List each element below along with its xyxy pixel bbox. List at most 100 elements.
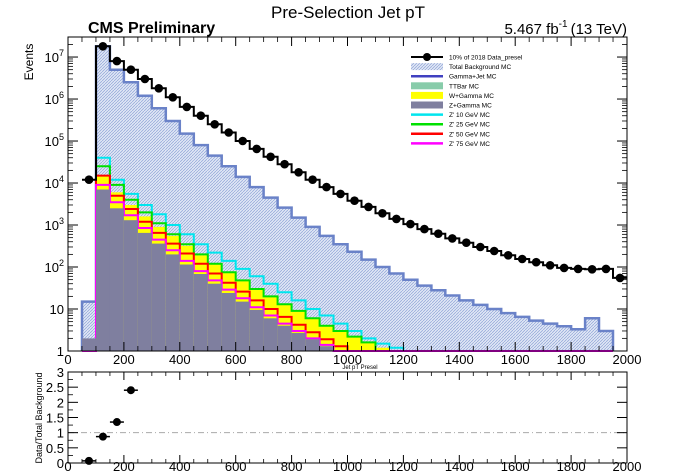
data-point: [406, 219, 415, 229]
ratio-y-tick-label: 2.5: [46, 380, 64, 395]
data-point: [210, 120, 219, 129]
total-bg-bin: [375, 267, 390, 351]
data-point: [434, 229, 443, 238]
ratio-y-tick-label: 0.5: [46, 441, 64, 456]
legend-label: Gamma+Jet MC: [449, 74, 497, 81]
total-bg-bin: [515, 316, 530, 351]
total-bg-bin: [585, 318, 600, 351]
total-bg-bin: [445, 295, 460, 351]
data-point: [322, 182, 331, 192]
total-bg-bin: [571, 329, 586, 351]
x-tick-label: 1400: [445, 459, 474, 472]
data-point: [476, 242, 485, 252]
stack-bin: [277, 325, 292, 351]
total-bg-bin: [389, 273, 404, 351]
data-point: [350, 196, 359, 205]
x-tick-label: 400: [169, 352, 191, 367]
ratio-y-tick-label: 1: [57, 426, 64, 441]
data-point: [154, 84, 164, 93]
luminosity-exponent: -1: [559, 19, 568, 30]
total-bg-outline: [80, 45, 615, 351]
total-bg-bin: [473, 304, 488, 351]
legend-entry: Z' 25 GeV MC: [411, 122, 490, 129]
total-bg-bin: [347, 251, 362, 351]
legend-entry: Z' 10 GeV MC: [411, 112, 490, 119]
histogram-content: [80, 42, 627, 352]
stack-bin: [109, 208, 124, 351]
data-point: [252, 144, 261, 154]
ratio-y-tick-label: 1.5: [46, 411, 64, 426]
ratio-x-axis: 0 200 400 600 800 1000 1200 1400 1600 1800 2000: [64, 372, 641, 472]
legend-entry: Z' 75 GeV MC: [411, 141, 490, 148]
data-point: [98, 42, 108, 51]
ratio-y-tick-label: 2: [57, 395, 64, 410]
stack-bin: [263, 318, 278, 351]
stack-bin: [249, 309, 264, 351]
data-point: [280, 159, 289, 169]
y-tick-label: 107: [45, 48, 64, 65]
data-point: [559, 263, 569, 273]
x-tick-label: 0: [64, 459, 71, 472]
y-tick-label: 103: [45, 216, 64, 233]
stack-bin: [179, 264, 194, 351]
stack-bin: [207, 283, 222, 351]
stack-bin: [221, 293, 236, 351]
total-bg-bin: [487, 309, 502, 351]
data-point: [601, 264, 611, 274]
legend-entry: Gamma+Jet MC: [411, 74, 497, 81]
x-tick-label: 1600: [501, 459, 530, 472]
ratio-plot-frame: [67, 371, 628, 464]
main-x-axis: 0 200 400 600 800 1000 1200 1400 1600 1800 2000: [64, 37, 641, 367]
data-point: [266, 152, 275, 162]
legend-entry: W+Gamma MC: [411, 91, 494, 100]
stack-bin: [123, 220, 138, 351]
data-point: [448, 234, 457, 243]
ratio-point: [112, 418, 121, 427]
ratio-y-axis: 00.511.522.53: [46, 365, 627, 471]
ratio-y-axis-label: Data/Total Background: [34, 372, 44, 463]
main-x-axis-label: Jet pT Presel: [342, 365, 377, 371]
legend-entry: Total Background MC: [411, 63, 511, 71]
data-point: [182, 102, 192, 112]
total-bg-bin: [529, 320, 544, 351]
data-point: [294, 168, 303, 177]
total-bg-bin: [403, 279, 418, 351]
data-point: [336, 189, 345, 199]
data-point: [503, 251, 513, 260]
data-point: [196, 111, 206, 120]
total-bg-bin: [417, 285, 432, 351]
data-point: [168, 93, 178, 102]
data-point: [573, 264, 583, 274]
y-tick-label: 105: [45, 132, 64, 149]
data-point: [126, 65, 136, 74]
stack-bin: [347, 336, 362, 351]
total-bg-bin: [557, 326, 572, 351]
data-point: [587, 265, 597, 274]
x-tick-label: 200: [113, 352, 135, 367]
x-tick-label: 800: [281, 459, 303, 472]
experiment-label: CMS Preliminary: [88, 20, 215, 37]
data-point: [462, 238, 471, 247]
legend: 10% of 2018 Data_presel Total Background …: [411, 53, 523, 148]
legend-swatch: [411, 91, 443, 99]
x-tick-label: 200: [113, 459, 135, 472]
x-tick-label: 1000: [333, 352, 362, 367]
total-bg-bin: [599, 331, 613, 351]
x-tick-label: 1000: [333, 459, 362, 472]
x-tick-label: 800: [281, 352, 303, 367]
legend-label: Z' 75 GeV MC: [449, 141, 490, 148]
y-tick-label: 102: [45, 258, 64, 275]
stack-bin: [96, 189, 110, 351]
stack-bin: [165, 254, 180, 351]
luminosity-value: 5.467 fb: [504, 21, 558, 38]
legend-entry: Z' 50 GeV MC: [411, 131, 490, 138]
data-point: [615, 273, 625, 283]
ratio-point: [126, 386, 135, 395]
y-tick-label: 1: [57, 344, 64, 359]
data-point: [378, 209, 387, 218]
stack-bin: [137, 232, 152, 351]
x-tick-label: 2000: [613, 459, 642, 472]
data-point: [420, 224, 429, 234]
stack-bin: [361, 342, 376, 351]
